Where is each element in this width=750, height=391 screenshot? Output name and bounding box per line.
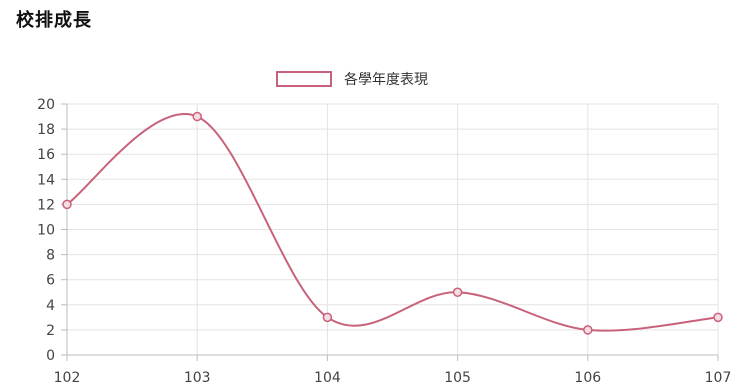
chart-axes: [61, 103, 719, 361]
y-tick-label: 0: [46, 348, 55, 364]
data-point: [583, 325, 593, 335]
legend-swatch: [276, 71, 332, 87]
y-tick-label: 10: [37, 223, 55, 239]
data-point: [322, 312, 333, 323]
y-tick-label: 8: [46, 248, 55, 264]
data-point: [62, 199, 72, 210]
series-line: [66, 113, 719, 332]
x-tick-label: 104: [314, 370, 341, 386]
data-point: [192, 111, 202, 122]
chart-legend[interactable]: 各學年度表現: [276, 69, 428, 89]
y-tick-label: 2: [46, 323, 55, 339]
page-title: 校排成長: [16, 10, 92, 31]
x-tick-label: 103: [184, 370, 211, 386]
data-point: [452, 287, 463, 297]
y-axis-ticks: 0 2 4 6 8 10 12 14 16 18 20: [37, 97, 55, 364]
x-tick-label: 102: [54, 370, 81, 386]
data-point: [713, 312, 723, 323]
y-tick-label: 6: [46, 273, 55, 289]
chart-points: [62, 111, 723, 335]
chart-series: [66, 113, 719, 332]
y-tick-label: 4: [46, 298, 55, 314]
x-tick-label: 105: [444, 370, 471, 386]
x-tick-label: 106: [574, 370, 601, 386]
y-tick-label: 12: [37, 197, 55, 213]
y-tick-label: 18: [37, 122, 55, 138]
y-tick-label: 14: [37, 172, 55, 188]
x-axis-ticks: 102 103 104 105 106 107: [54, 370, 732, 386]
chart-grid: [66, 103, 719, 356]
legend-label: 各學年度表現: [344, 72, 428, 88]
y-tick-label: 16: [37, 147, 55, 163]
y-tick-label: 20: [37, 97, 55, 113]
x-tick-label: 107: [705, 370, 732, 386]
